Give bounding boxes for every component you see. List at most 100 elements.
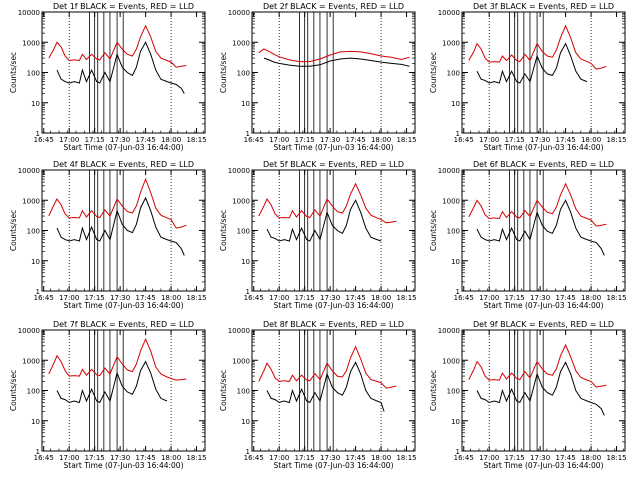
x-tick-label: 17:00 <box>269 454 289 462</box>
y-tick-label: 1000 <box>232 357 250 365</box>
x-tick-label: 16:45 <box>454 136 474 144</box>
series-line-events <box>56 196 185 256</box>
y-tick-label: 100 <box>237 70 250 78</box>
y-tick-label: 1 <box>456 448 460 456</box>
x-tick-label: 17:30 <box>530 294 550 302</box>
x-axis-label: Start Time (07-Jun-03 16:44:00) <box>484 461 604 470</box>
series-line-events <box>56 41 185 94</box>
series-line-lld <box>468 24 607 70</box>
x-tick-label: 18:15 <box>186 136 206 144</box>
y-tick-label: 100 <box>237 388 250 396</box>
x-tick-label: 18:15 <box>606 454 626 462</box>
x-tick-label: 18:00 <box>581 136 601 144</box>
y-tick-label: 10000 <box>18 167 40 175</box>
y-tick-label: 10000 <box>228 167 250 175</box>
y-tick-label: 100 <box>27 388 40 396</box>
x-tick-label: 17:30 <box>530 454 550 462</box>
chart-title: Det 2f BLACK = Events, RED = LLD <box>263 2 404 11</box>
x-tick-label: 16:45 <box>244 136 264 144</box>
x-axis-label: Start Time (07-Jun-03 16:44:00) <box>274 461 394 470</box>
x-tick-label: 18:15 <box>396 294 416 302</box>
x-tick-label: 17:15 <box>505 136 525 144</box>
series-line-events <box>266 199 382 242</box>
y-tick-label: 1 <box>246 288 250 296</box>
chart-title: Det 9f BLACK = Events, RED = LLD <box>473 320 614 329</box>
y-tick-label: 10 <box>451 258 460 266</box>
y-tick-label: 10 <box>241 258 250 266</box>
series-line-lld <box>468 182 607 227</box>
x-tick-label: 18:00 <box>161 454 181 462</box>
x-tick-label: 17:45 <box>136 454 156 462</box>
chart-panel-1: Det 1f BLACK = Events, RED = LLD 1 10 100 10… <box>9 2 207 152</box>
x-tick-label: 17:45 <box>556 136 576 144</box>
x-tick-label: 16:45 <box>244 454 264 462</box>
x-tick-label: 16:45 <box>244 294 264 302</box>
x-tick-label: 18:00 <box>161 136 181 144</box>
x-tick-label: 17:30 <box>530 136 550 144</box>
x-tick-label: 16:45 <box>34 454 54 462</box>
x-axis-label: Start Time (07-Jun-03 16:44:00) <box>64 461 184 470</box>
y-tick-label: 10000 <box>438 167 460 175</box>
x-tick-label: 17:15 <box>505 454 525 462</box>
y-axis-label: Counts/sec <box>219 52 228 93</box>
x-tick-label: 17:15 <box>85 136 105 144</box>
series-line-events <box>476 42 588 84</box>
x-tick-label: 16:45 <box>454 454 474 462</box>
series-line-lld <box>258 182 397 224</box>
x-tick-label: 17:00 <box>479 136 499 144</box>
series-line-events <box>476 199 605 256</box>
y-tick-label: 100 <box>447 228 460 236</box>
x-tick-label: 17:30 <box>320 454 340 462</box>
y-tick-label: 100 <box>237 228 250 236</box>
y-tick-label: 100 <box>447 70 460 78</box>
y-tick-label: 1 <box>36 288 40 296</box>
x-tick-label: 17:45 <box>346 454 366 462</box>
x-tick-label: 17:30 <box>110 294 130 302</box>
x-tick-label: 17:15 <box>85 454 105 462</box>
chart-panel-5: Det 5f BLACK = Events, RED = LLD 1 10 100 10… <box>219 160 417 310</box>
x-tick-label: 17:45 <box>136 136 156 144</box>
y-tick-label: 1000 <box>442 39 460 47</box>
series-line-events <box>263 57 410 67</box>
y-axis-label: Counts/sec <box>429 52 438 93</box>
x-tick-label: 17:15 <box>295 136 315 144</box>
y-tick-label: 100 <box>27 228 40 236</box>
x-tick-label: 16:45 <box>454 294 474 302</box>
chart-panel-9: Det 9f BLACK = Events, RED = LLD 1 10 100 10… <box>429 320 627 470</box>
y-tick-label: 1000 <box>232 197 250 205</box>
x-tick-label: 17:30 <box>110 136 130 144</box>
chart-title: Det 4f BLACK = Events, RED = LLD <box>53 160 194 169</box>
x-tick-label: 17:00 <box>59 454 79 462</box>
y-tick-label: 1 <box>456 288 460 296</box>
y-tick-label: 1 <box>456 130 460 138</box>
x-tick-label: 17:15 <box>295 294 315 302</box>
y-tick-label: 10000 <box>438 9 460 17</box>
chart-title: Det 1f BLACK = Events, RED = LLD <box>53 2 194 11</box>
y-axis-label: Counts/sec <box>219 210 228 251</box>
x-tick-label: 17:45 <box>556 454 576 462</box>
y-tick-label: 10 <box>241 418 250 426</box>
y-tick-label: 1 <box>36 130 40 138</box>
x-tick-label: 17:45 <box>556 294 576 302</box>
x-tick-label: 17:15 <box>85 294 105 302</box>
x-axis-label: Start Time (07-Jun-03 16:44:00) <box>484 301 604 310</box>
chart-panel-4: Det 4f BLACK = Events, RED = LLD 1 10 100 10… <box>9 160 207 310</box>
x-axis-label: Start Time (07-Jun-03 16:44:00) <box>484 143 604 152</box>
chart-title: Det 3f BLACK = Events, RED = LLD <box>473 2 614 11</box>
y-tick-label: 10 <box>451 418 460 426</box>
y-tick-label: 10 <box>31 258 40 266</box>
y-tick-label: 10 <box>451 100 460 108</box>
x-tick-label: 18:15 <box>606 136 626 144</box>
y-tick-label: 1 <box>246 130 250 138</box>
chart-title: Det 6f BLACK = Events, RED = LLD <box>473 160 614 169</box>
x-axis-label: Start Time (07-Jun-03 16:44:00) <box>64 143 184 152</box>
x-tick-label: 18:00 <box>581 454 601 462</box>
series-line-events <box>266 361 385 412</box>
y-tick-label: 1000 <box>22 357 40 365</box>
y-tick-label: 100 <box>27 70 40 78</box>
y-tick-label: 10 <box>31 100 40 108</box>
x-axis-label: Start Time (07-Jun-03 16:44:00) <box>64 301 184 310</box>
chart-panel-6: Det 6f BLACK = Events, RED = LLD 1 10 100 10… <box>429 160 627 310</box>
y-axis-label: Counts/sec <box>429 370 438 411</box>
x-tick-label: 17:15 <box>295 454 315 462</box>
